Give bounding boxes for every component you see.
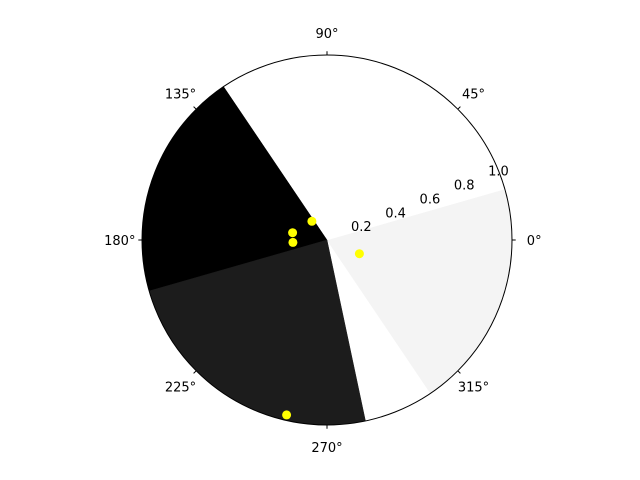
- theta-tick-label: 0°: [527, 234, 542, 249]
- theta-tick-label: 90°: [315, 27, 338, 42]
- data-point: [307, 216, 317, 226]
- theta-tick-label: 270°: [311, 441, 342, 456]
- data-point: [354, 249, 364, 259]
- theta-tick-label: 180°: [104, 234, 135, 249]
- theta-tick-label: 45°: [462, 88, 485, 103]
- theta-tick-label: 135°: [165, 88, 196, 103]
- r-tick-label: 0.8: [454, 179, 475, 194]
- theta-tick-mark: [193, 370, 197, 374]
- theta-tick-mark: [457, 106, 461, 110]
- theta-tick-mark: [457, 370, 461, 374]
- radial-tick-labels: 0.2 0.4 0.6 0.8 1.0: [351, 165, 509, 235]
- decision-regions: [142, 55, 512, 425]
- r-tick-label: 1.0: [488, 165, 509, 180]
- r-tick-label: 0.4: [385, 206, 406, 221]
- r-tick-label: 0.2: [351, 220, 372, 235]
- theta-tick-label: 225°: [165, 381, 196, 396]
- r-tick-label: 0.6: [420, 192, 441, 207]
- theta-tick-mark: [193, 106, 197, 110]
- data-point: [282, 410, 292, 420]
- data-point: [288, 237, 298, 247]
- scatter-points: [282, 216, 364, 420]
- angular-tick-labels: 0° 45° 90° 135° 180° 225° 270° 315°: [104, 27, 541, 456]
- data-point: [288, 228, 298, 238]
- theta-tick-label: 315°: [458, 381, 489, 396]
